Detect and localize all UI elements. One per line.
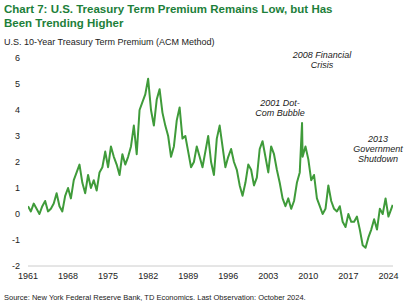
subtitle: U.S. 10-Year Treasury Term Premium (ACM … — [4, 37, 215, 47]
y-tick-label: -2 — [12, 261, 20, 271]
x-tick-label: 1968 — [58, 271, 78, 281]
title: Chart 7: U.S. Treasury Term Premium Rema… — [4, 3, 332, 29]
y-tick-label: 0 — [15, 209, 20, 219]
x-tick-label: 1961 — [18, 271, 38, 281]
x-tick-label: 1989 — [178, 271, 198, 281]
x-tick-label: 2024 — [378, 271, 398, 281]
x-tick-label: 2017 — [338, 271, 358, 281]
annotation: 2008 FinancialCrisis — [292, 50, 353, 70]
annotation: 2013GovernmentShutdown — [353, 134, 403, 164]
x-tick-label: 2003 — [258, 271, 278, 281]
y-tick-label: 4 — [15, 105, 20, 115]
y-tick-label: 1 — [15, 183, 20, 193]
x-tick-label: 2010 — [298, 271, 318, 281]
x-tick-label: 1996 — [218, 271, 238, 281]
y-tick-label: 2 — [15, 157, 20, 167]
y-tick-label: 5 — [15, 79, 20, 89]
annotation: 2001 Dot-Com Bubble — [255, 98, 305, 118]
y-tick-label: -1 — [12, 235, 20, 245]
plot-area — [28, 79, 393, 248]
y-tick-label: 6 — [15, 53, 20, 63]
chart: Chart 7: U.S. Treasury Term Premium Rema… — [0, 0, 413, 308]
source: Source: New York Federal Reserve Bank, T… — [4, 293, 306, 302]
line-series — [28, 79, 393, 248]
x-axis-line — [28, 266, 393, 267]
x-tick-label: 1982 — [138, 271, 158, 281]
y-tick-label: 3 — [15, 131, 20, 141]
x-tick-label: 1975 — [98, 271, 118, 281]
